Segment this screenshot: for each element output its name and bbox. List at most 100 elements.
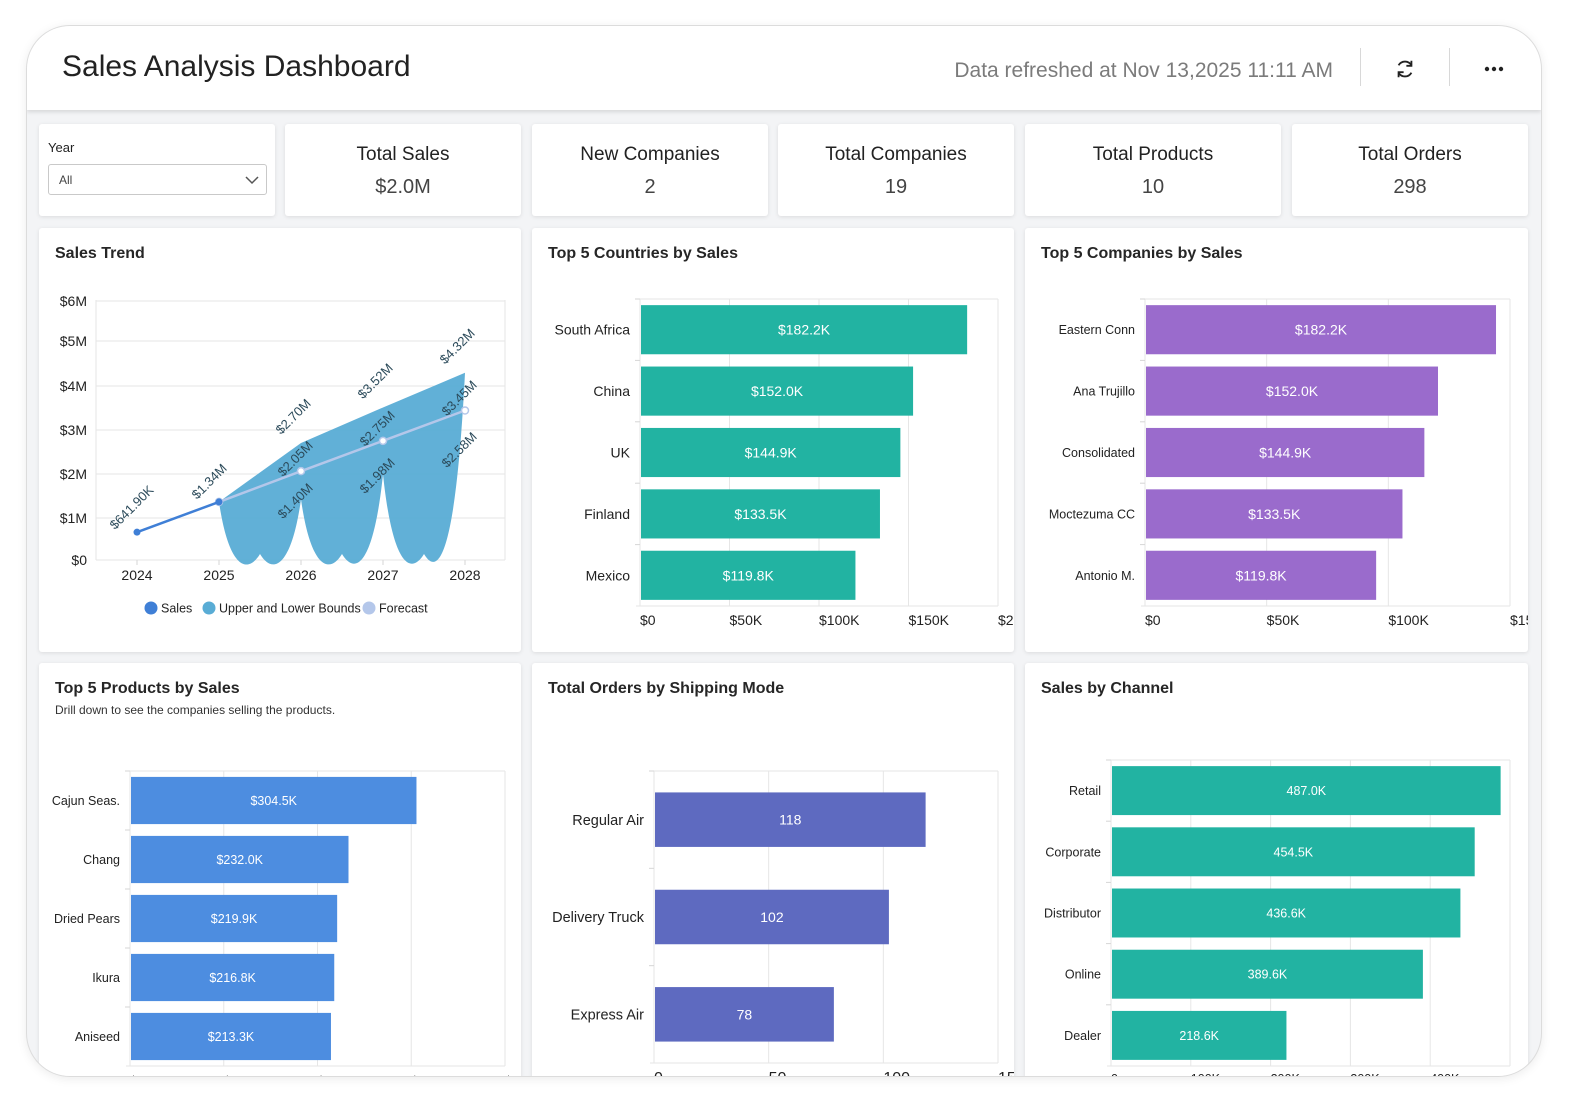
forecast-point	[378, 436, 388, 446]
bar-value-label: $182.2K	[1295, 322, 1348, 338]
kpi-value: $2.0M	[375, 176, 431, 198]
dashboard-frame: Sales Analysis Dashboard Data refreshed …	[26, 25, 1542, 1077]
bar	[131, 953, 335, 1002]
top-products-card: Top 5 Products by Sales Drill down to se…	[39, 663, 521, 1077]
shipping-mode-card: Total Orders by Shipping Mode 0 50 100 150 1…	[532, 663, 1014, 1077]
y-tick-label: $5M	[60, 333, 87, 349]
category-label: Eastern Conn	[1059, 323, 1135, 337]
bar	[641, 427, 901, 478]
x-tick-label: $100K	[1388, 612, 1429, 628]
bar	[641, 366, 914, 416]
bar-value-label: $152.0K	[1266, 383, 1319, 399]
sales-by-channel-card: Sales by Channel 0 100K 200K 300K 400K 500K 48…	[1025, 663, 1528, 1077]
category-label: South Africa	[555, 322, 631, 338]
x-tick-label: $200K	[318, 1074, 355, 1077]
kpi-title: Total Companies	[825, 144, 967, 165]
kpi-total-sales: Total Sales $2.0M	[285, 124, 521, 216]
x-tick-label: $0	[640, 612, 656, 628]
bar	[655, 792, 926, 847]
category-label: Consolidated	[1062, 446, 1135, 460]
kpi-value: 10	[1141, 176, 1165, 198]
bar	[1112, 766, 1501, 816]
category-label: Corporate	[1045, 845, 1101, 859]
bar-value-label: 487.0K	[1287, 784, 1327, 798]
kpi-value: 19	[884, 176, 908, 198]
top-products-chart: $0 $100K $200K $300K $400K $304.5K Cajun Seas.…	[52, 770, 521, 1077]
category-label: Antonio M.	[1075, 569, 1135, 583]
category-label: Moctezuma CC	[1049, 507, 1135, 521]
x-tick-label: 0	[1111, 1072, 1118, 1077]
kpi-title: Total Orders	[1358, 144, 1462, 165]
upper-bound-label: $4.32M	[437, 326, 478, 367]
year-filter-select[interactable]: All	[48, 164, 267, 195]
sales-trend-card: Sales Trend $0 $1M $2M $3M $4M $5M $6M 2024 2025…	[39, 228, 521, 652]
bar-value-label: 436.6K	[1266, 907, 1306, 921]
header-divider	[1449, 48, 1450, 86]
kpi-total-companies: Total Companies 19	[778, 124, 1014, 216]
bar-value-label: $304.5K	[250, 794, 297, 808]
x-tick-label: $400K	[505, 1074, 521, 1077]
x-tick-label: $0	[130, 1074, 144, 1077]
bar	[1112, 949, 1423, 999]
bar-value-label: 118	[779, 812, 802, 828]
category-label: Online	[1065, 968, 1101, 982]
bar-value-label: $144.9K	[1259, 445, 1312, 461]
x-tick-label: 2026	[285, 567, 316, 583]
bar-value-label: 218.6K	[1179, 1029, 1219, 1043]
x-tick-label: $150K	[909, 612, 950, 628]
x-tick-label: 100K	[1191, 1072, 1221, 1077]
dashboard-header: Sales Analysis Dashboard Data refreshed …	[27, 26, 1541, 110]
chevron-down-icon	[244, 172, 260, 193]
header-divider	[1360, 48, 1361, 86]
y-tick-label: $2M	[60, 466, 87, 482]
upper-bound-label: $3.52M	[355, 360, 396, 401]
bounds-area	[219, 372, 465, 565]
x-tick-label: $150K	[1510, 612, 1528, 628]
bar	[655, 987, 834, 1042]
top-companies-card: Top 5 Companies by Sales $0 $50K $100K $150…	[1025, 228, 1528, 652]
bar-value-label: $216.8K	[209, 971, 256, 985]
x-tick-label: 0	[654, 1070, 663, 1077]
card-title: Sales by Channel	[1041, 680, 1174, 697]
bar-value-label: $119.8K	[723, 567, 775, 583]
bar-value-label: $133.5K	[1248, 506, 1301, 522]
bar-value-label: $213.3K	[208, 1030, 255, 1044]
legend-swatch	[362, 601, 376, 615]
sales-line	[136, 500, 220, 534]
category-label: Dealer	[1064, 1029, 1101, 1043]
more-horizontal-icon	[1484, 66, 1504, 72]
more-options-button[interactable]	[1477, 52, 1511, 86]
y-tick-label: $4M	[60, 378, 87, 394]
x-tick-label: $200K	[998, 612, 1014, 628]
refresh-button[interactable]	[1388, 52, 1422, 86]
kpi-new-companies: New Companies 2	[532, 124, 768, 216]
bar	[655, 889, 889, 945]
kpi-value: 298	[1393, 176, 1427, 198]
bar-value-label: $133.5K	[734, 506, 787, 522]
top-companies-chart: $0 $50K $100K $150K $182.2K Eastern Conn $152.…	[1049, 298, 1528, 628]
x-tick-label: $300K	[411, 1074, 448, 1077]
legend-swatch	[144, 601, 158, 615]
bar-value-label: 102	[760, 909, 784, 925]
x-tick-label: $50K	[730, 612, 763, 628]
category-label: Aniseed	[75, 1030, 120, 1044]
category-label: Distributor	[1044, 907, 1101, 921]
bar	[131, 776, 417, 825]
shipping-mode-chart: 0 50 100 150 118 Regular Air 102 Delivery Truck…	[552, 770, 1014, 1077]
kpi-title: Total Products	[1092, 144, 1214, 165]
category-label: UK	[611, 445, 631, 461]
category-label: Mexico	[586, 567, 631, 583]
x-tick-label: 150	[998, 1070, 1014, 1077]
year-filter-card: Year All	[39, 124, 275, 216]
legend-label: Forecast	[379, 602, 428, 616]
card-title: Sales Trend	[55, 245, 145, 262]
year-filter-label: Year	[48, 140, 75, 155]
bar	[131, 835, 349, 884]
x-tick-label: 2025	[203, 567, 234, 583]
kpi-title: Total Sales	[356, 144, 450, 165]
bar	[131, 894, 338, 943]
y-tick-label: $6M	[60, 293, 87, 309]
y-tick-label: $3M	[60, 422, 87, 438]
refresh-icon	[1397, 60, 1413, 78]
sales-trend-chart: $0 $1M $2M $3M $4M $5M $6M 2024 2025 2026 2027 2028…	[60, 293, 506, 616]
